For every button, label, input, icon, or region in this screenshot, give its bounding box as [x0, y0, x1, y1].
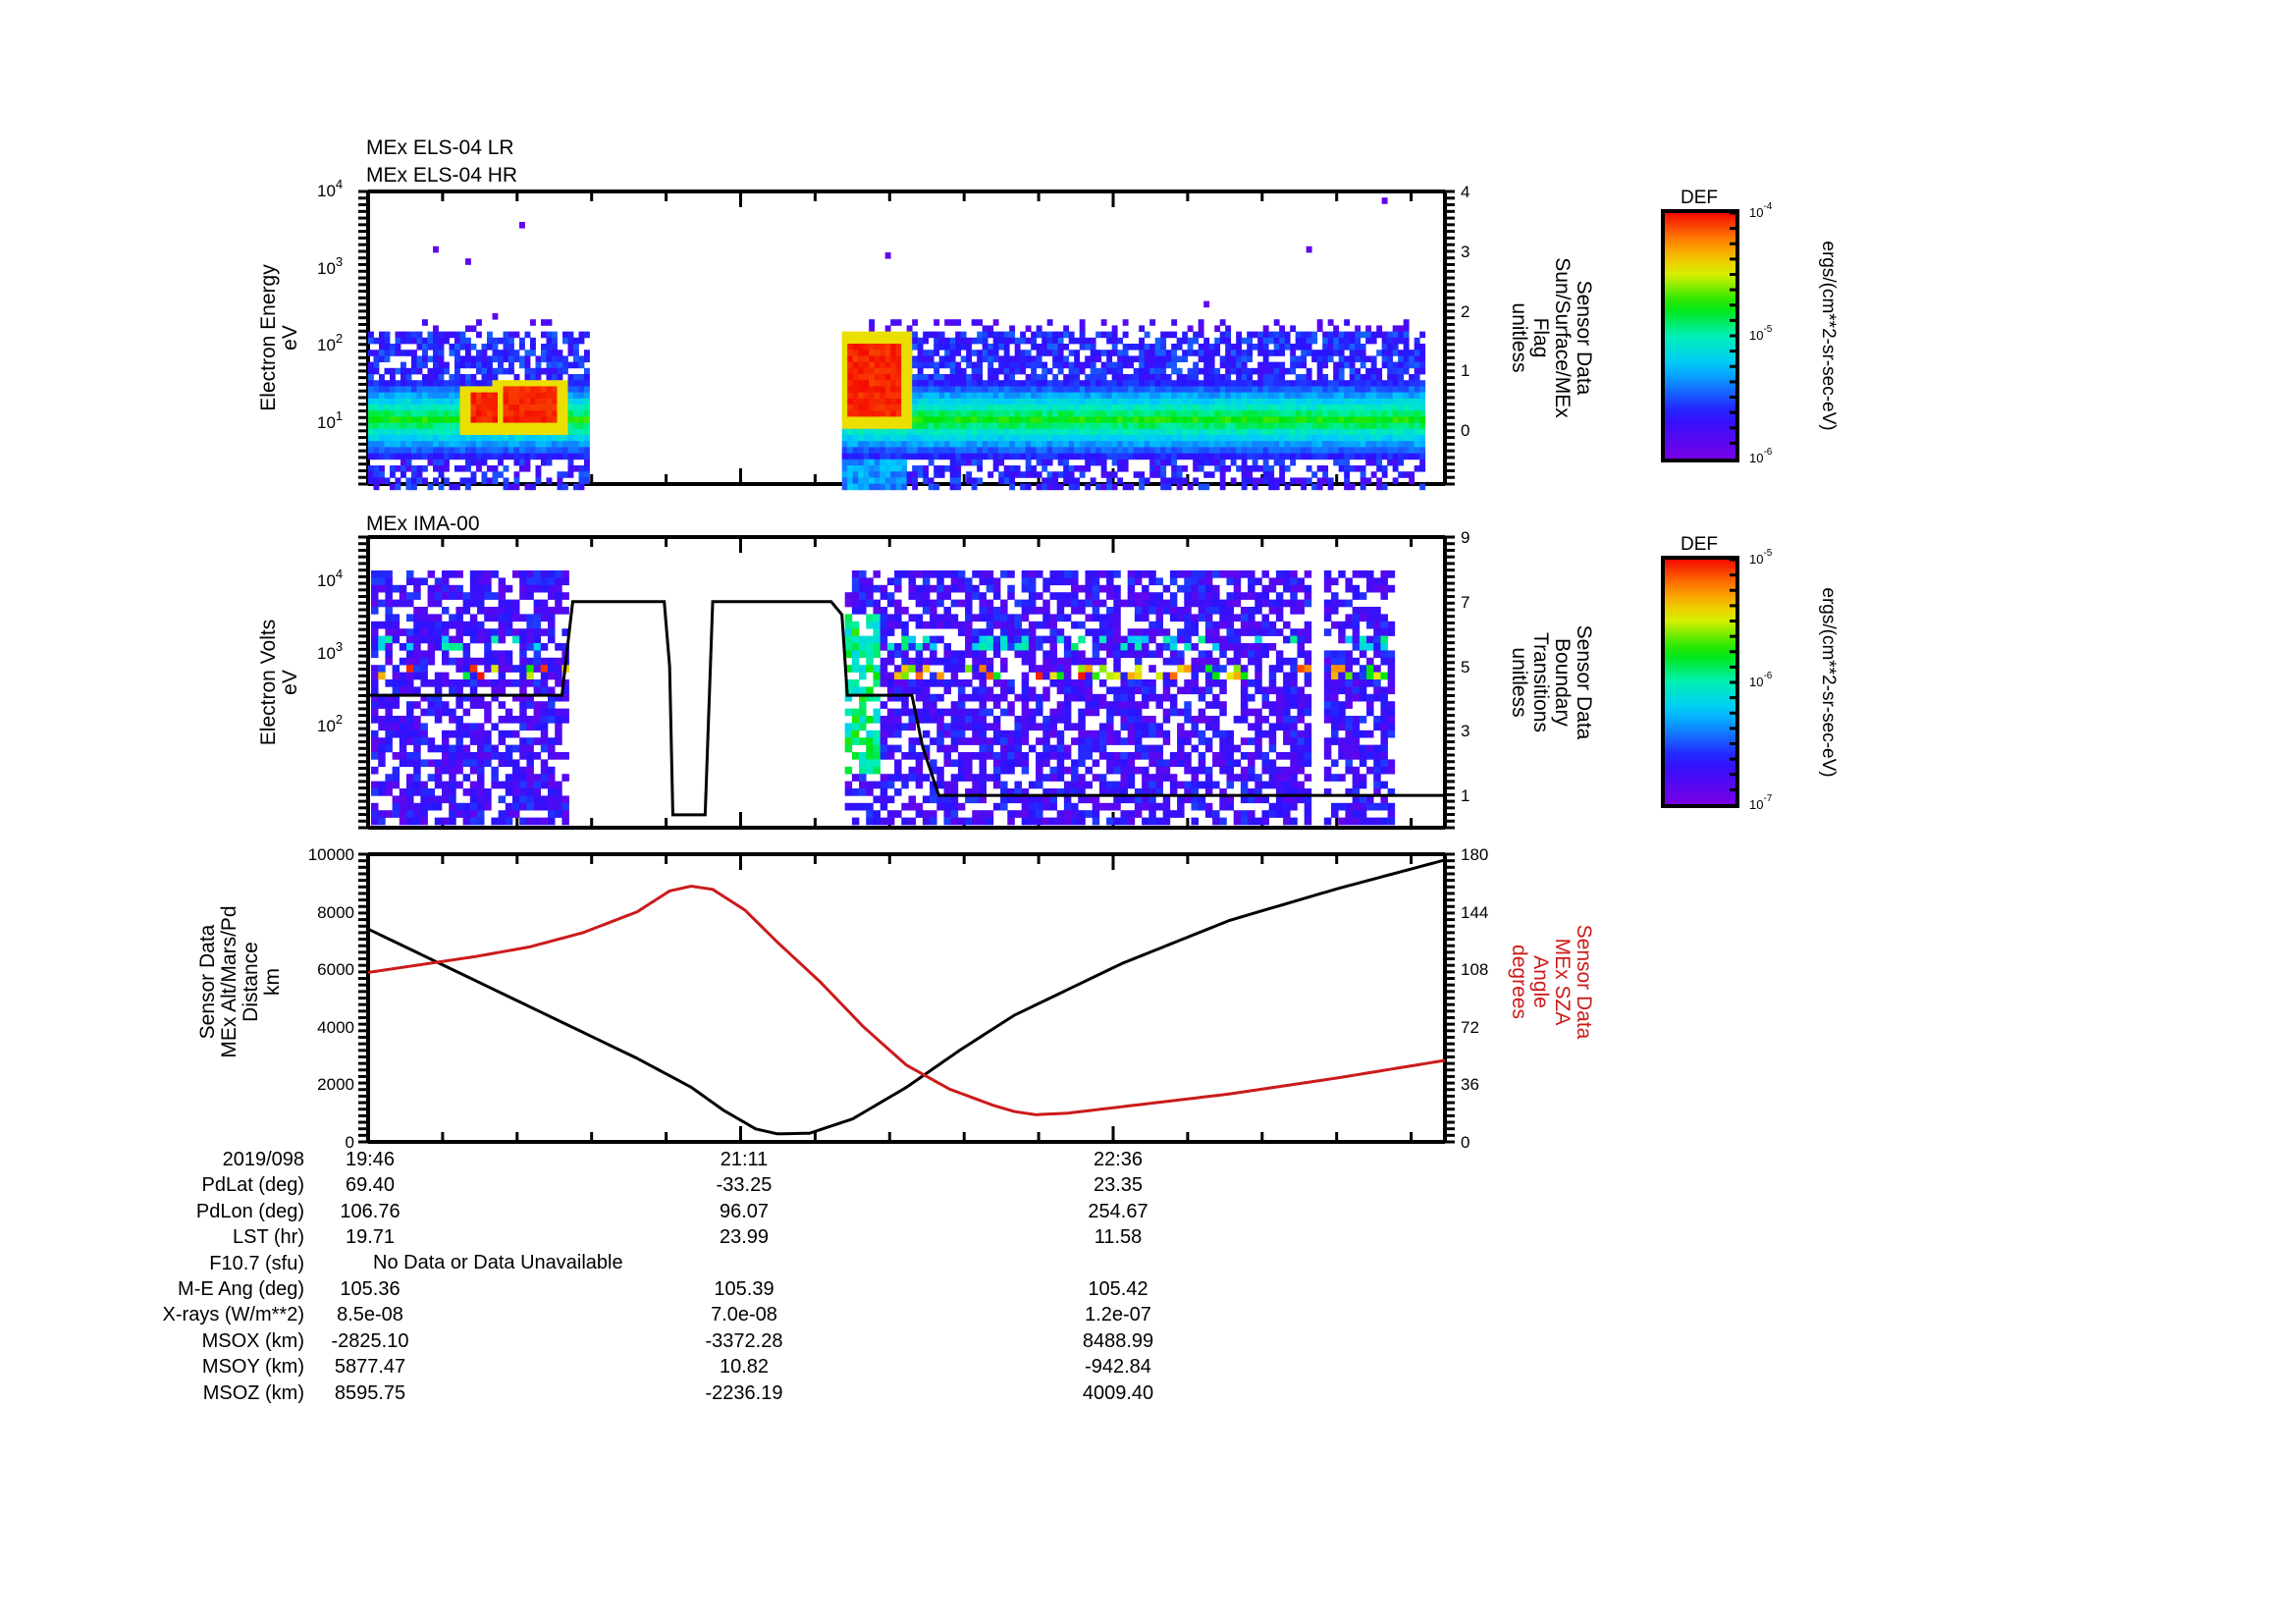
ephemeris-cell: 19:46 — [345, 1149, 396, 1170]
ephemeris-cell: 7.0e-08 — [711, 1304, 777, 1326]
colorbar-tick-label: 10-5 — [1749, 548, 1773, 568]
alt-tick-label: 2000 — [317, 1075, 354, 1095]
y-tick-label: 103 — [317, 253, 344, 278]
ephemeris-row: MSOX (km) -2825.10 -3372.28 8488.99 — [0, 1330, 1472, 1356]
ephemeris-cell: -2236.19 — [705, 1381, 783, 1404]
boundary-transitions-line — [368, 600, 1445, 817]
y-tick-label: 3 — [1461, 722, 1470, 741]
ima-spectrogram — [371, 570, 1396, 826]
ephemeris-cell: 105.36 — [340, 1278, 400, 1300]
y-tick-label: 103 — [317, 638, 344, 663]
ephemeris-row: MSOY (km) 5877.47 10.82 -942.84 — [0, 1356, 1472, 1381]
ephemeris-row: PdLat (deg) 69.40 -33.25 23.35 — [0, 1174, 1472, 1200]
ephemeris-row: PdLon (deg) 106.76 96.07 254.67 — [0, 1201, 1472, 1226]
els-colorbar-title: DEF — [1681, 188, 1718, 208]
y-tick-label: 0 — [1461, 421, 1470, 441]
alt-tick-label: 10000 — [307, 845, 354, 864]
y-tick-label: 7 — [1461, 592, 1470, 612]
y-tick-label: 9 — [1461, 528, 1470, 547]
ephemeris-cell: 8488.99 — [1082, 1329, 1154, 1352]
els-title-lr: MEx ELS-04 LR — [366, 136, 514, 159]
ephemeris-row-label: PdLon (deg) — [195, 1200, 304, 1222]
ephemeris-row-label: MSOX (km) — [201, 1329, 304, 1352]
colorbar-tick-label: 10-6 — [1749, 447, 1773, 466]
altitude-line — [367, 858, 1446, 1136]
ephemeris-row-label: MSOY (km) — [201, 1356, 304, 1379]
y-tick-label: 36 — [1461, 1075, 1479, 1095]
ephemeris-cell: 23.99 — [719, 1226, 770, 1249]
y-tick-label: 3 — [1461, 242, 1470, 261]
ephemeris-cell: 8.5e-08 — [337, 1304, 403, 1326]
colorbar-tick-label: 10-5 — [1749, 324, 1773, 344]
els-spectrogram — [368, 197, 1426, 491]
ephemeris-row: M-E Ang (deg) 105.36 105.39 105.42 — [0, 1278, 1472, 1304]
sza-line — [367, 885, 1446, 1116]
ephemeris-row-label: F10.7 (sfu) — [209, 1252, 304, 1274]
ephemeris-cell: 69.40 — [345, 1174, 396, 1197]
ephemeris-cell: 21:11 — [720, 1149, 769, 1170]
y-tick-label: 1 — [1461, 786, 1470, 806]
alt-tick-label: 8000 — [317, 902, 354, 922]
y-tick-label: 180 — [1461, 845, 1489, 864]
ephemeris-cell: -2825.10 — [331, 1329, 409, 1352]
ephemeris-row-label: PdLat (deg) — [201, 1174, 304, 1197]
axis-frame — [358, 852, 1455, 1144]
ephemeris-cell: 19.71 — [345, 1226, 396, 1249]
ephemeris-row: X-rays (W/m**2) 8.5e-08 7.0e-08 1.2e-07 — [0, 1304, 1472, 1329]
y-tick-label: 102 — [317, 331, 344, 354]
ephemeris-cell: -942.84 — [1085, 1356, 1151, 1379]
ephemeris-cell: 4009.40 — [1082, 1381, 1154, 1404]
ima-colorbar-title: DEF — [1681, 534, 1718, 555]
ephemeris-row-label: LST (hr) — [233, 1226, 304, 1249]
alt-tick-label: 0 — [345, 1133, 354, 1152]
colorbar-tick-label: 10-6 — [1749, 671, 1773, 690]
els-title-hr: MEx ELS-04 HR — [366, 164, 518, 187]
y-tick-label: 102 — [317, 711, 344, 735]
axis-frame — [358, 535, 1455, 830]
ephemeris-row-label: MSOZ (km) — [202, 1381, 304, 1404]
ephemeris-cell: 105.39 — [714, 1278, 774, 1300]
ephemeris-cell: -33.25 — [716, 1174, 773, 1197]
y-tick-label: 101 — [317, 407, 344, 432]
y-tick-label: 1 — [1461, 361, 1470, 381]
y-tick-label: 108 — [1461, 960, 1489, 980]
ima-title: MEx IMA-00 — [366, 513, 480, 535]
ephemeris-cell: 254.67 — [1088, 1200, 1148, 1222]
ephemeris-row-label: 2019/098 — [222, 1149, 304, 1170]
ephemeris-row: F10.7 (sfu) No Data or Data Unavailable — [0, 1253, 1472, 1278]
y-tick-label: 104 — [317, 177, 344, 200]
ephemeris-row: LST (hr) 19.71 23.99 11.58 — [0, 1226, 1472, 1252]
y-tick-label: 144 — [1461, 902, 1489, 922]
ephemeris-row-label: M-E Ang (deg) — [178, 1278, 304, 1300]
alt-tick-label: 4000 — [317, 1017, 354, 1037]
y-tick-label: 104 — [317, 566, 344, 590]
ephemeris-cell: 5877.47 — [334, 1356, 406, 1379]
alt-tick-label: 6000 — [317, 960, 354, 980]
ephemeris-cell: 106.76 — [340, 1200, 400, 1222]
y-tick-label: 5 — [1461, 657, 1470, 676]
ephemeris-row: 2019/098 19:46 21:11 22:36 — [0, 1149, 1472, 1174]
ephemeris-row-label: X-rays (W/m**2) — [162, 1304, 304, 1326]
ephemeris-cell: 1.2e-07 — [1085, 1304, 1151, 1326]
ephemeris-row-span: No Data or Data Unavailable — [373, 1251, 623, 1273]
y-tick-label: 0 — [1461, 1133, 1470, 1152]
ephemeris-cell: 23.35 — [1093, 1174, 1144, 1197]
colorbar-tick-label: 10-4 — [1749, 201, 1773, 221]
y-tick-label: 72 — [1461, 1017, 1479, 1037]
ephemeris-cell: 10.82 — [719, 1356, 770, 1379]
colorbar-tick-label: 10-7 — [1749, 793, 1773, 813]
ephemeris-cell: 96.07 — [719, 1200, 770, 1222]
ephemeris-row: MSOZ (km) 8595.75 -2236.19 4009.40 — [0, 1382, 1472, 1408]
ephemeris-cell: 8595.75 — [334, 1381, 406, 1404]
ephemeris-cell: 22:36 — [1093, 1149, 1144, 1170]
y-tick-label: 2 — [1461, 301, 1470, 321]
ephemeris-cell: 11.58 — [1094, 1226, 1143, 1249]
ephemeris-cell: 105.42 — [1088, 1278, 1148, 1300]
ephemeris-cell: -3372.28 — [705, 1329, 783, 1352]
y-tick-label: 4 — [1461, 183, 1470, 201]
